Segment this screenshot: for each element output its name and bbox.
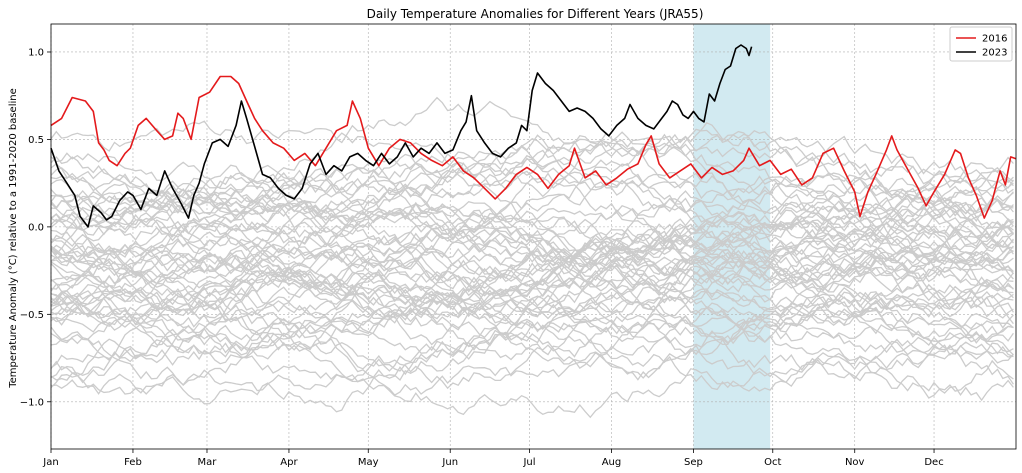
legend: 2016 2023 <box>949 26 1013 62</box>
x-axis-ticks: Jan Feb Mar Apr May Jun Jul Aug Sep Oct Nov Dec <box>42 449 944 468</box>
legend-label-2016: 2016 <box>982 34 1007 45</box>
legend-label-2023: 2023 <box>982 48 1007 59</box>
historical-year-line <box>50 228 1014 372</box>
historical-year-line <box>50 290 1014 419</box>
historical-year-line <box>50 164 1014 276</box>
y-tick-label: −1.0 <box>20 397 44 408</box>
historical-year-line <box>50 290 1014 392</box>
y-tick-label: 0.5 <box>28 135 44 146</box>
historical-year-line <box>50 228 1014 343</box>
x-tick-label: Jun <box>441 457 458 468</box>
y-axis-label: Temperature Anomaly (°C) relative to a 1… <box>8 88 19 389</box>
x-tick-label: Mar <box>198 457 218 468</box>
historical-year-line <box>50 220 1014 333</box>
historical-year-line <box>50 237 1014 310</box>
x-tick-label: Dec <box>924 457 943 468</box>
x-tick-label: Oct <box>764 457 781 468</box>
x-tick-label: Jan <box>42 457 58 468</box>
historical-year-line <box>50 212 1014 331</box>
historical-year-line <box>50 289 1014 402</box>
historical-year-line <box>50 217 1014 309</box>
x-tick-label: Jul <box>522 457 535 468</box>
historical-year-line <box>50 223 1014 360</box>
historical-year-line <box>50 250 1014 363</box>
chart-title: Daily Temperature Anomalies for Differen… <box>367 7 704 21</box>
historical-year-line <box>50 251 1014 339</box>
historical-year-line <box>50 212 1014 337</box>
historical-year-line <box>50 245 1014 356</box>
highlighted-series-layer <box>50 44 1017 228</box>
historical-year-line <box>50 120 1014 240</box>
historical-year-line <box>50 175 1014 321</box>
x-tick-label: Apr <box>280 457 298 468</box>
historical-year-line <box>50 193 1014 304</box>
historical-year-line <box>50 222 1014 360</box>
historical-year-line <box>50 122 1014 230</box>
y-axis-ticks: −1.0 −0.5 0.0 0.5 1.0 <box>20 47 51 408</box>
historical-year-line <box>50 284 1014 396</box>
y-tick-label: 1.0 <box>28 47 44 58</box>
historical-year-line <box>50 237 1014 356</box>
historical-year-line <box>50 167 1014 249</box>
historical-year-line <box>50 142 1014 281</box>
historical-year-line <box>50 251 1014 360</box>
y-tick-label: −0.5 <box>20 310 44 321</box>
x-tick-label: Sep <box>684 457 703 468</box>
plot-frame <box>50 23 1017 450</box>
historical-year-line <box>50 96 1014 230</box>
series-line-2023 <box>50 44 753 228</box>
historical-year-line <box>50 156 1014 276</box>
historical-year-line <box>50 216 1014 291</box>
historical-years-layer <box>50 96 1014 419</box>
y-tick-label: 0.0 <box>28 222 44 233</box>
series-line-2016 <box>50 75 1017 219</box>
historical-year-line <box>50 150 1014 230</box>
historical-year-line <box>50 253 1014 352</box>
historical-year-line <box>50 203 1014 324</box>
historical-year-line <box>50 265 1014 395</box>
historical-year-line <box>50 130 1014 242</box>
x-tick-label: Feb <box>124 457 142 468</box>
historical-year-line <box>50 274 1014 392</box>
x-tick-label: May <box>358 457 379 468</box>
historical-year-line <box>50 288 1014 413</box>
historical-year-line <box>50 164 1014 283</box>
x-tick-label: Nov <box>845 457 865 468</box>
historical-year-line <box>50 186 1014 313</box>
x-tick-label: Aug <box>602 457 622 468</box>
historical-year-line <box>50 152 1014 266</box>
